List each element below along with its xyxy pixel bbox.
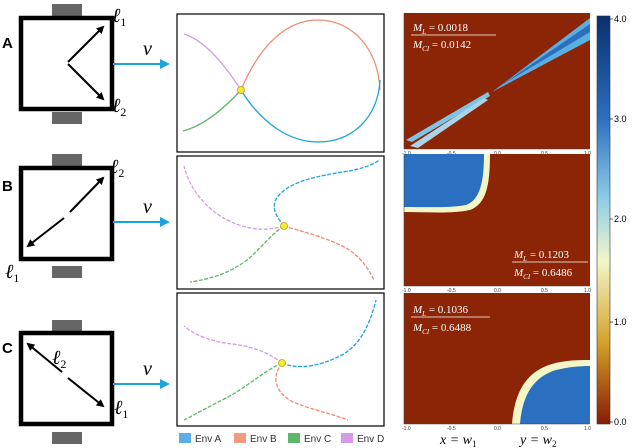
stripe-region [406,92,490,142]
ell-top-b: ℓ2 [110,156,124,180]
mci-annotation: MCI = 0.6488 [412,322,472,336]
high-value-region [404,154,484,208]
tick-label: 1.0 [584,288,591,294]
sensor-arrow-2 [26,342,63,373]
trace-env-b [283,225,375,281]
tick-label: -0.5 [447,288,456,294]
row-label-a: A [2,35,13,52]
legend-label-env-b: Env B [250,434,277,445]
ml-annotation: ML = 0.1036 [412,304,469,318]
legend-label-env-a: Env A [195,434,221,445]
tick-label: 0.5 [541,426,548,432]
colorbar-tick: 4.0 [614,14,627,24]
sensor-arrow-1 [67,25,105,63]
y-axis-label: y = w2 [518,433,557,448]
row-label-b: B [2,178,13,195]
trace-env-a [281,299,377,368]
wheel-top [52,154,82,166]
velocity-label-a: v [143,38,152,60]
trajectory-panel-b [176,155,385,290]
ml-annotation: ML = 0.1203 [513,249,570,263]
wheel-bottom [52,266,82,278]
robot-body [18,165,115,262]
ell-top-c: ℓ2 [52,347,66,371]
tick-label: -1.0 [402,426,411,432]
trace-env-c [183,362,283,421]
high-value-region [492,18,590,92]
tick-label: 0.5 [541,288,548,294]
ml-annotation: ML = 0.0018 [412,22,469,36]
sensor-arrow-1 [67,377,105,408]
heatmap-b: -1.0 -0.5 0.0 0.5 1.0 ML = 0.1203 MCI = … [402,154,591,294]
heatmap-a: -1.0 -0.5 0.0 0.5 1.0 ML = 0.0018 MCI = … [402,13,591,157]
trajectory-panel-c [176,292,385,427]
robot-row-a: A ℓ1 ℓ2 v [2,4,170,124]
trace-env-c [189,225,285,283]
ell-bottom-b: ℓ1 [5,261,19,285]
wheel-bottom [52,432,82,444]
start-point [280,222,288,230]
ell-top-a: ℓ1 [112,5,126,29]
trace-env-c [182,89,242,132]
legend-swatch-env-b [234,433,246,443]
high-value-region [520,366,590,424]
start-point [278,359,286,367]
colorbar: 4.0 3.0 2.0 1.0 0.0 [596,14,627,427]
legend-label-env-c: Env C [304,434,331,445]
sensor-arrow-2 [67,63,105,101]
legend-swatch-env-c [288,433,300,443]
x-axis-label: x = w1 [439,433,477,448]
mci-annotation: MCI = 0.0142 [412,39,471,53]
trace-env-a [273,159,381,227]
tick-label: -1.0 [402,288,411,294]
legend-label-env-d: Env D [357,434,384,445]
legend: Env A Env B Env C Env D [179,433,384,445]
trace-env-a [240,79,381,143]
tick-label: -0.5 [447,426,456,432]
colorbar-tick: 0.0 [614,417,627,427]
ell-bottom-a: ℓ2 [112,95,126,119]
sensor-arrow-2 [69,176,105,213]
wheel-bottom [52,112,82,124]
robot-body [18,15,115,112]
sensor-arrow-1 [26,217,65,248]
panel-frame [176,155,385,290]
peak-value-region [500,24,590,86]
colorbar-gradient [596,15,611,425]
trajectory-panel-a [176,13,385,153]
ell-bottom-c: ℓ1 [114,397,128,421]
wheel-top [52,320,82,332]
colorbar-tick: 1.0 [614,317,627,327]
tick-label: 0.0 [494,426,501,432]
stripe-region [410,98,488,148]
velocity-label-c: v [143,358,152,380]
colorbar-tick: 3.0 [614,114,627,124]
heatmap-c: -1.0 -0.5 0.0 0.5 1.0 ML = 0.1036 MCI = … [402,293,591,432]
trace-env-b [240,19,381,91]
legend-swatch-env-d [341,433,353,443]
robot-row-b: B ℓ2 ℓ1 v [2,154,170,285]
legend-swatch-env-a [179,433,191,443]
trace-env-d [183,325,283,364]
start-point [237,86,245,94]
mci-annotation: MCI = 0.6486 [513,267,573,281]
wheel-top [52,4,82,16]
velocity-label-b: v [143,196,152,218]
robot-row-c: C ℓ2 ℓ1 v [2,320,170,444]
row-label-c: C [2,340,13,357]
panel-frame [176,13,385,153]
colorbar-tick: 2.0 [614,214,627,224]
tick-label: 0.0 [494,288,501,294]
trace-env-b [275,362,349,421]
trace-env-d [183,33,242,91]
robot-body [18,330,115,427]
tick-label: 1.0 [584,426,591,432]
